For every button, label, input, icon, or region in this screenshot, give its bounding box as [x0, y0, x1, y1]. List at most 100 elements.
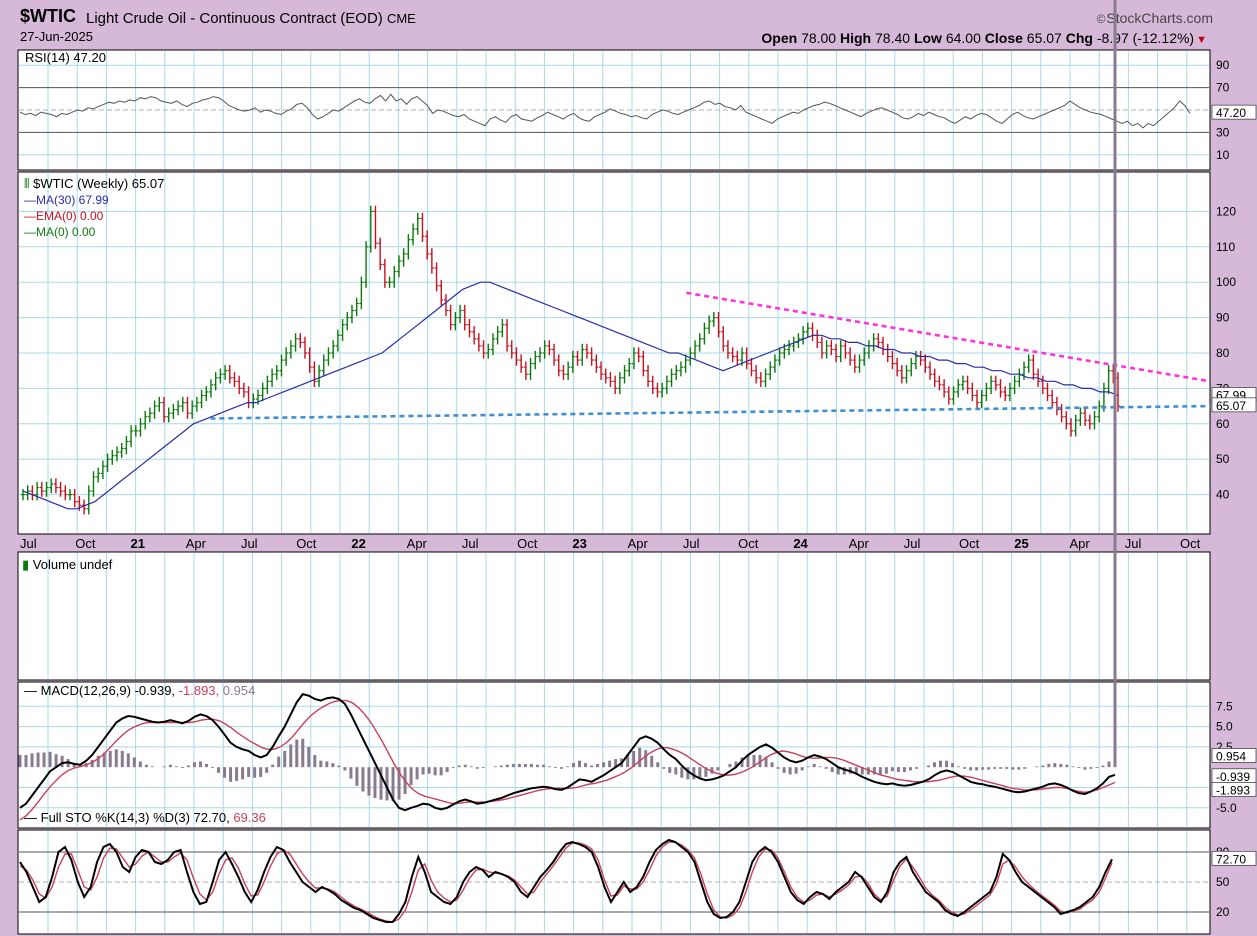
- exchange: CME: [386, 11, 416, 26]
- source-credit[interactable]: ©StockCharts.com: [1097, 10, 1213, 26]
- macd-histogram: [18, 0, 1117, 802]
- macd-title: — MACD(12,26,9) -0.939, -1.893, 0.954: [24, 683, 255, 698]
- last-value-box: [1211, 397, 1257, 413]
- last-value-box: [1211, 782, 1257, 797]
- last-value-box: [1211, 104, 1257, 120]
- symbol: $WTIC: [20, 6, 76, 26]
- x-tick-label: Oct: [75, 536, 96, 551]
- rsi-lines: [19, 93, 1191, 129]
- axis-tick-label: 65.07: [1216, 399, 1246, 413]
- x-tick-label: Apr: [1070, 536, 1091, 551]
- x-tick-label: Jul: [683, 536, 700, 551]
- axis-tick-label: 7.5: [1216, 699, 1233, 713]
- axis-tick-label: -0.939: [1216, 770, 1250, 784]
- axis-tick-label: 60: [1216, 417, 1230, 431]
- price-trendlines: [210, 291, 1211, 420]
- axis-tick-label: 80: [1216, 346, 1230, 360]
- stochastic-lines: [19, 838, 1113, 923]
- close-value: 65.07: [1026, 30, 1062, 46]
- x-tick-label: Oct: [1180, 536, 1201, 551]
- high-label: High: [840, 30, 872, 46]
- price-grid: [19, 173, 1209, 533]
- instrument-title: Light Crude Oil - Continuous Contract (E…: [86, 10, 383, 27]
- axis-tick-label: -5.0: [1216, 801, 1237, 815]
- axis-tick-label: 50: [1216, 452, 1230, 466]
- axis-tick-label: 100: [1216, 275, 1236, 289]
- stochastic-k-line: [19, 838, 1113, 923]
- axis-tick-label: 5.0: [1216, 720, 1233, 734]
- macd-axis: 7.55.02.5-5.00.954-0.939-1.893: [1211, 699, 1257, 815]
- volume-panel-bg: [17, 551, 1211, 681]
- price-title: ⫴ $WTIC (Weekly) 65.07: [24, 176, 164, 191]
- axis-tick-label: -1.893: [1216, 784, 1250, 798]
- price-ma30: [22, 281, 1119, 510]
- volume-title: ▮ Volume undef: [22, 557, 113, 572]
- x-tick-label: 22: [351, 536, 365, 551]
- price-x-axis: Jul Oct 21 Apr Jul Oct 22 Apr Jul Oct 23 Apr Jul Oct 2…: [20, 536, 1201, 551]
- macd-panel-bg: [17, 681, 1211, 829]
- high-value: 78.40: [875, 30, 911, 46]
- instrument-name: Light Crude Oil - Continuous Contract (E…: [86, 10, 416, 27]
- x-tick-label: 24: [793, 536, 808, 551]
- x-tick-label: Oct: [738, 536, 759, 551]
- resistance-trendline: [686, 291, 1211, 383]
- chart-header: $WTIC Light Crude Oil - Continuous Contr…: [0, 0, 1257, 50]
- axis-tick-label: 10: [1216, 148, 1230, 162]
- axis-tick-label: 110: [1216, 240, 1235, 254]
- candle-icon: ⫴: [24, 176, 29, 191]
- x-tick-label: Apr: [849, 536, 870, 551]
- copyright-symbol: ©: [1096, 12, 1106, 26]
- stochastic-axis: 80502072.70: [1211, 845, 1257, 919]
- x-tick-label: 25: [1014, 536, 1028, 551]
- legend-ma30: —MA(30) 67.99: [24, 193, 109, 207]
- macd-grid: [19, 683, 1209, 827]
- source-name: StockCharts.com: [1106, 10, 1213, 26]
- stochastic-title: — Full STO %K(14,3) %D(3) 72.70, 69.36: [24, 810, 266, 825]
- ohlc-summary: Open 78.00 High 78.40 Low 64.00 Close 65…: [761, 30, 1207, 46]
- price-panel: ⫴ $WTIC (Weekly) 65.07 —MA(30) 67.99 —EM…: [17, 171, 1257, 551]
- open-label: Open: [761, 30, 798, 46]
- axis-tick-label: 40: [1216, 488, 1230, 502]
- x-tick-label: Oct: [296, 536, 317, 551]
- volume-panel: ▮ Volume undef: [17, 551, 1211, 681]
- axis-tick-label: 120: [1216, 204, 1236, 218]
- axis-tick-label: 50: [1216, 875, 1230, 889]
- axis-tick-label: 47.20: [1216, 106, 1246, 120]
- x-tick-label: Apr: [186, 536, 207, 551]
- price-legend: ⫴ $WTIC (Weekly) 65.07 —MA(30) 67.99 —EM…: [24, 176, 164, 239]
- ma30-line: [22, 281, 1119, 510]
- axis-tick-label: 70: [1216, 81, 1230, 95]
- rsi-line: [19, 93, 1191, 129]
- macd-panel: — MACD(12,26,9) -0.939, -1.893, 0.954 7.…: [17, 0, 1257, 829]
- legend-ma0: —MA(0) 0.00: [24, 225, 96, 239]
- axis-tick-label: 72.70: [1216, 852, 1246, 866]
- rsi-panel: RSI(14) 47.20 90 70 30 10 47.20: [17, 49, 1257, 171]
- stochastic-d-line: [19, 841, 1113, 923]
- x-tick-label: Jul: [1125, 536, 1142, 551]
- close-label: Close: [984, 30, 1023, 46]
- x-tick-label: Jul: [462, 536, 479, 551]
- x-tick-label: Jul: [20, 536, 37, 551]
- last-value-box: [1211, 748, 1257, 763]
- chg-label: Chg: [1065, 30, 1093, 46]
- x-tick-label: Jul: [904, 536, 921, 551]
- chg-value: -8.97 (-12.12%): [1096, 30, 1195, 46]
- x-tick-label: Apr: [407, 536, 428, 551]
- rsi-axis: 90 70 30 10 47.20: [1211, 58, 1257, 162]
- axis-tick-label: 0.954: [1216, 749, 1246, 763]
- axis-tick-label: 20: [1216, 905, 1230, 919]
- last-value-box: [1211, 850, 1257, 866]
- open-value: 78.00: [801, 30, 837, 46]
- volume-grid: [47, 553, 1188, 679]
- x-tick-label: Oct: [517, 536, 538, 551]
- macd-lines: [19, 692, 1116, 821]
- x-tick-label: Jul: [241, 536, 258, 551]
- x-tick-label: Oct: [959, 536, 980, 551]
- macd-line: [19, 692, 1116, 812]
- x-tick-label: Apr: [628, 536, 649, 551]
- support-trendline: [210, 404, 1211, 420]
- rsi-title: RSI(14) 47.20: [25, 50, 106, 65]
- axis-tick-label: 90: [1216, 311, 1230, 325]
